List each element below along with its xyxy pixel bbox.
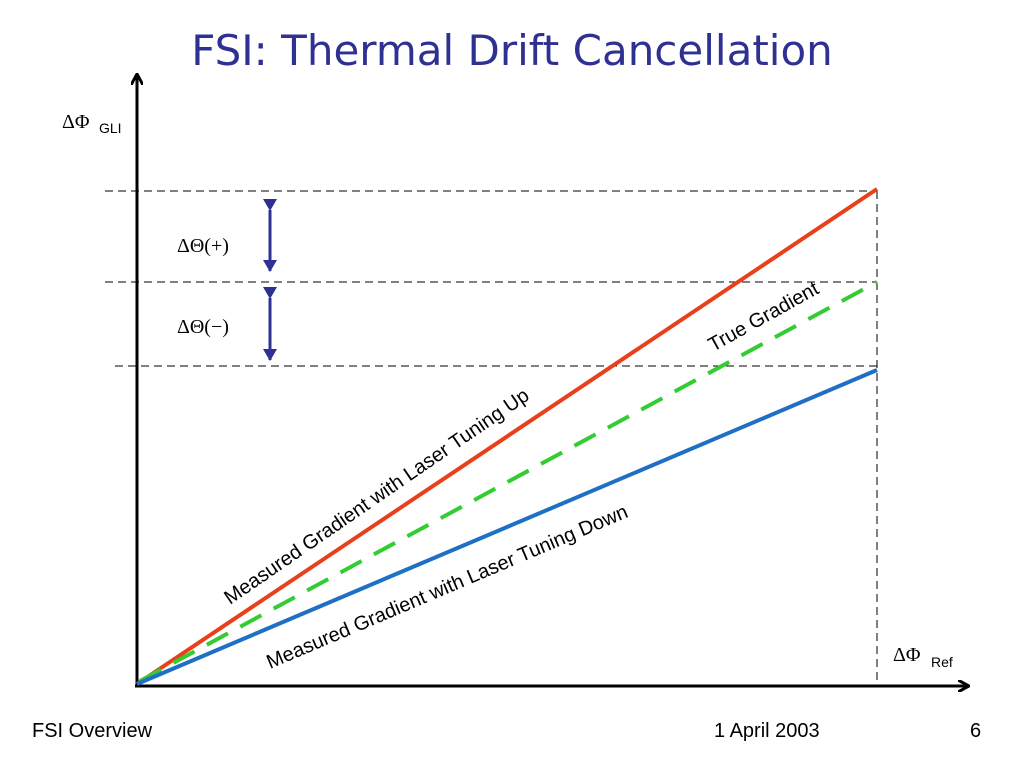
y-axis-subscript: GLI bbox=[99, 120, 122, 136]
footer-page-number: 6 bbox=[970, 720, 982, 742]
footer-presentation-title: FSI Overview bbox=[32, 720, 153, 742]
reference-lines bbox=[105, 190, 878, 685]
x-axis-symbol: ΔΦ bbox=[893, 644, 921, 666]
slide-title: FSI: Thermal Drift Cancellation bbox=[191, 26, 833, 75]
line-tuning-down bbox=[136, 368, 878, 686]
y-axis-symbol: ΔΦ bbox=[62, 111, 90, 133]
line-tuning-up bbox=[135, 187, 879, 686]
y-axis-label: ΔΦ GLI bbox=[62, 111, 122, 136]
line-true-gradient bbox=[139, 280, 878, 683]
footer-date: 1 April 2003 bbox=[714, 720, 820, 742]
x-axis-label: ΔΦ Ref bbox=[893, 644, 953, 670]
delta-plus-label: ΔΘ(+) bbox=[177, 235, 229, 257]
delta-minus-label: ΔΘ(−) bbox=[177, 316, 229, 338]
true-gradient-label: True Gradient bbox=[705, 277, 823, 356]
x-axis-subscript: Ref bbox=[931, 654, 953, 670]
